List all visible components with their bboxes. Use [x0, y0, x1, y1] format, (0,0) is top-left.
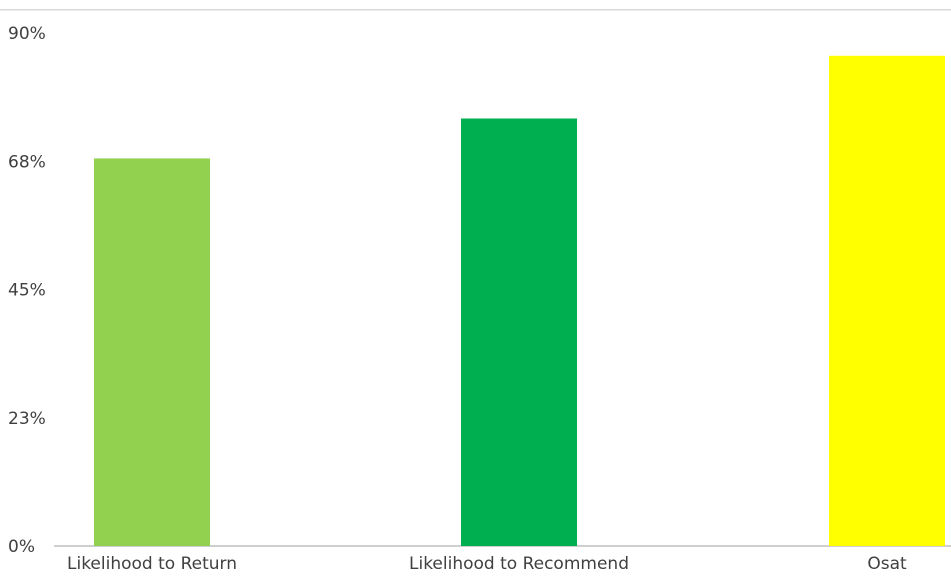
category-labels: Likelihood to Return Likelihood to Recomm… [67, 554, 907, 574]
y-tick-label: 68% [8, 152, 46, 172]
bar-osat [829, 55, 945, 547]
bar-likelihood-to-recommend [461, 118, 577, 546]
chart-frame-top [0, 9, 951, 11]
y-axis-ticks: 0% 23% 45% 68% 90% [8, 24, 46, 557]
y-tick-label: 23% [8, 409, 46, 429]
x-category-label: Likelihood to Return [67, 554, 237, 574]
bars [94, 55, 945, 547]
x-category-label: Osat [867, 554, 907, 574]
y-tick-label: 0% [8, 537, 35, 557]
bar-likelihood-to-return [94, 158, 210, 546]
x-category-label: Likelihood to Recommend [409, 554, 629, 574]
y-tick-label: 45% [8, 281, 46, 301]
y-tick-label: 90% [8, 24, 46, 44]
